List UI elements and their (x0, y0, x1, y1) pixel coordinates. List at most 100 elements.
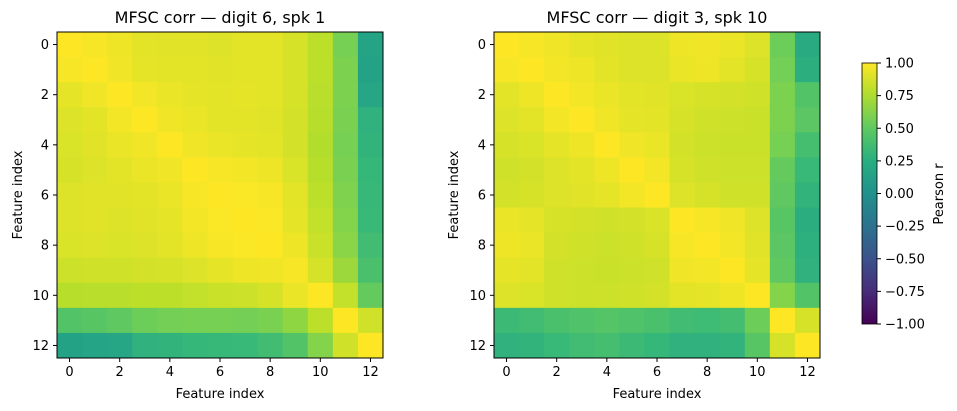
x-tick-label: 0 (65, 365, 73, 380)
heatmap-cell (494, 32, 520, 58)
heatmap-cell (157, 282, 183, 309)
heatmap-cell (332, 307, 359, 334)
heatmap-cell (519, 82, 545, 108)
colorbar-tick-label: 0.50 (885, 122, 914, 137)
heatmap-cell (719, 332, 746, 359)
y-ticks: 0 2 4 6 8 10 12 (469, 38, 494, 354)
heatmap-cell (182, 82, 208, 108)
heatmap-cell (594, 282, 620, 309)
heatmap-cell (82, 282, 108, 309)
heatmap-cell (132, 232, 158, 259)
heatmap-cell (207, 107, 234, 133)
colorbar-tick-label: 0.25 (885, 154, 914, 169)
heatmap-cell (57, 32, 83, 58)
colorbar-tick-label: 0.00 (885, 187, 914, 202)
heatmap-cell (107, 207, 133, 234)
colorbar-gradient (861, 62, 878, 325)
heatmap-cell (132, 157, 158, 183)
heatmap-cell (82, 232, 108, 259)
x-tick-label: 10 (749, 365, 766, 380)
heatmap-cell (182, 32, 208, 58)
heatmap-cell (719, 82, 746, 108)
x-axis-label: Feature index (613, 387, 702, 402)
heatmap-cell (744, 232, 771, 259)
heatmap-cell (332, 282, 359, 309)
heatmap-cell (494, 207, 520, 234)
y-tick-label: 12 (469, 339, 486, 354)
heatmap-cell (569, 57, 595, 83)
heatmap-cell (282, 157, 309, 183)
heatmap-cell (307, 57, 334, 83)
heatmap-cell (357, 207, 384, 234)
heatmap-cell (694, 182, 721, 209)
heatmap-cell (569, 32, 595, 58)
heatmap-cell (307, 132, 334, 158)
heatmap-cell (669, 207, 696, 234)
heatmap-cell (694, 232, 721, 259)
heatmap-cell (669, 132, 696, 158)
heatmap-cell (769, 307, 796, 334)
heatmap-cell (494, 257, 520, 284)
heatmap-cell (619, 182, 645, 209)
y-tick-label: 0 (478, 38, 486, 53)
heatmap-cell (207, 157, 234, 183)
heatmap-cell (57, 332, 83, 359)
heatmap-cell (669, 257, 696, 284)
heatmap-cell (307, 107, 334, 133)
heatmap-cell (744, 207, 771, 234)
heatmap-cell (619, 257, 645, 284)
x-tick-label: 2 (116, 365, 124, 380)
heatmap-cell (494, 282, 520, 309)
heatmap-cell (569, 232, 595, 259)
heatmap-cell (357, 332, 384, 359)
heatmap-cell (282, 332, 309, 359)
heatmap-cell (544, 57, 570, 83)
heatmap-cell (207, 57, 234, 83)
heatmap-cell (307, 32, 334, 58)
heatmap-cell (594, 332, 620, 359)
heatmap-cell (519, 57, 545, 83)
heatmap-cell (132, 82, 158, 108)
heatmap-cell (82, 207, 108, 234)
heatmap-cell (744, 57, 771, 83)
heatmap-cell (332, 82, 359, 108)
x-tick-label: 8 (266, 365, 274, 380)
heatmap-cells (494, 32, 821, 359)
heatmap-cell (357, 232, 384, 259)
heatmap-cell (619, 82, 645, 108)
heatmap-cell (744, 132, 771, 158)
heatmap-cell (157, 257, 183, 284)
heatmap-cell (719, 207, 746, 234)
heatmap-cell (569, 107, 595, 133)
y-tick-label: 8 (478, 239, 486, 254)
heatmap-cell (744, 307, 771, 334)
heatmap-cell (569, 157, 595, 183)
heatmap-cell (232, 107, 259, 133)
heatmap-cell (644, 307, 671, 334)
heatmap-cell (82, 332, 108, 359)
heatmap-cell (357, 132, 384, 158)
heatmap-cell (494, 132, 520, 158)
heatmap-cell (257, 332, 284, 359)
heatmap-cell (494, 82, 520, 108)
heatmap-cell (794, 232, 821, 259)
heatmap-cell (544, 82, 570, 108)
heatmap-cell (594, 257, 620, 284)
heatmap-cell (719, 157, 746, 183)
heatmap-cell (132, 207, 158, 234)
y-tick-label: 4 (478, 138, 486, 153)
heatmap-cell (694, 332, 721, 359)
heatmap-cell (357, 57, 384, 83)
heatmap-cell (569, 132, 595, 158)
heatmap-cell (644, 332, 671, 359)
heatmap-cell (182, 107, 208, 133)
heatmap-cell (132, 57, 158, 83)
heatmap-cell (594, 57, 620, 83)
heatmap-cell (257, 257, 284, 284)
heatmap-cell (544, 282, 570, 309)
colorbar-ticks: 1.00 0.75 0.50 0.25 0.00 −0.25 −0.50 −0.75 −1.00 (877, 57, 925, 333)
heatmap-cell (357, 282, 384, 309)
heatmap-cell (132, 307, 158, 334)
heatmap-cell (594, 32, 620, 58)
heatmap-cell (744, 332, 771, 359)
